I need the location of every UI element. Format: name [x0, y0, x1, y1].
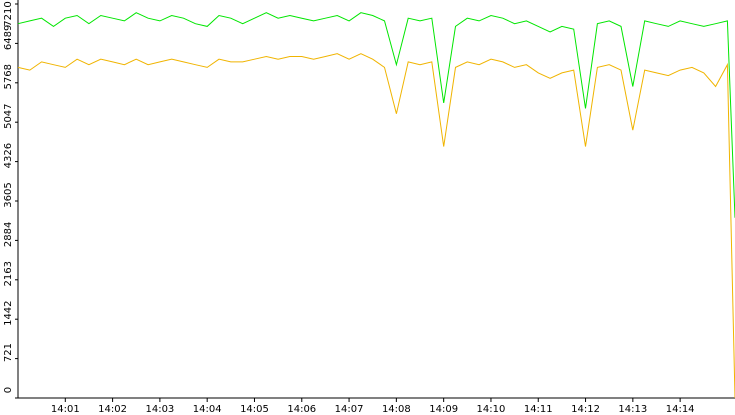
- x-tick-label: 14:06: [287, 404, 316, 415]
- x-tick-label: 14:04: [193, 404, 222, 415]
- x-tick-label: 14:01: [51, 404, 80, 415]
- x-tick-label: 14:13: [618, 404, 647, 415]
- x-tick-label: 14:05: [240, 404, 269, 415]
- x-tick-label: 14:11: [524, 404, 553, 415]
- x-tick-label: 14:02: [98, 404, 127, 415]
- line-series: [17, 12, 735, 218]
- y-tick-label: 7210: [3, 1, 14, 26]
- x-tick-label: 14:12: [571, 404, 600, 415]
- y-tick-label: 4326: [3, 143, 14, 168]
- y-tick-label: 0: [3, 387, 14, 393]
- y-tick-label: 1442: [3, 300, 14, 325]
- x-tick-label: 14:08: [382, 404, 411, 415]
- x-tick-label: 14:09: [429, 404, 458, 415]
- x-tick-label: 14:07: [335, 404, 364, 415]
- x-tick-label: 14:10: [477, 404, 506, 415]
- y-tick-label: 2884: [3, 222, 14, 247]
- x-tick-label: 14:14: [666, 404, 695, 415]
- y-tick-label: 2163: [3, 261, 14, 286]
- y-tick-label: 5047: [3, 103, 14, 128]
- y-tick-label: 6489: [3, 25, 14, 50]
- y-tick-label: 721: [3, 343, 14, 362]
- line-series: [17, 53, 735, 399]
- y-tick-label: 5768: [3, 64, 14, 89]
- x-tick-label: 14:03: [145, 404, 174, 415]
- y-tick-label: 3605: [3, 182, 14, 207]
